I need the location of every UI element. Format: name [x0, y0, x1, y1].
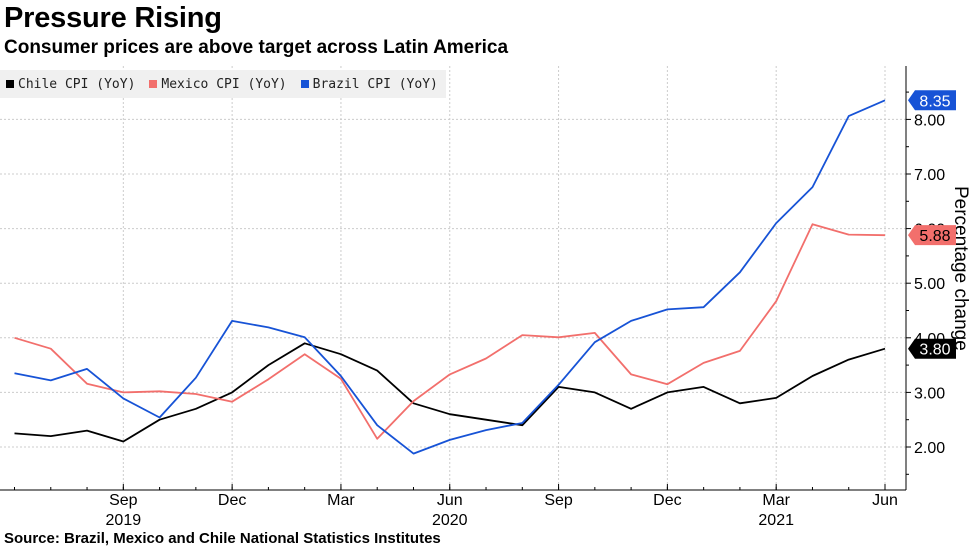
x-axis: Sep 2019 Dec Mar Jun 2020 Sep Dec Mar 2021 Jun — [0, 484, 906, 529]
chart-title: Pressure Rising — [4, 2, 222, 34]
x-year-label: 2021 — [758, 512, 794, 529]
y-axis-label: Percentage change — [950, 186, 971, 351]
legend-label: Chile CPI (YoY) — [18, 76, 136, 92]
series-line-2 — [14, 99, 886, 455]
legend-item: Mexico CPI (YoY) — [149, 76, 287, 92]
y-tick-label: 2.00 — [914, 440, 945, 457]
x-year-label: 2019 — [106, 512, 142, 529]
x-tick-label: Mar — [327, 492, 355, 509]
series-line-0 — [14, 342, 886, 443]
chart-subtitle: Consumer prices are above target across … — [4, 37, 509, 58]
x-year-label: 2020 — [432, 512, 468, 529]
x-tick-label: Sep — [109, 492, 138, 509]
series-line-1 — [14, 223, 886, 440]
legend: Chile CPI (YoY) Mexico CPI (YoY) Brazil CP… — [0, 70, 446, 98]
y-tick-label: 5.00 — [914, 276, 945, 293]
legend-swatch — [6, 80, 14, 88]
last-value-tags: 3.80 5.88 8.35 — [908, 90, 956, 359]
legend-label: Brazil CPI (YoY) — [312, 76, 438, 92]
legend-item: Brazil CPI (YoY) — [300, 76, 438, 92]
x-tick-label: Jun — [437, 492, 463, 509]
gridlines — [0, 66, 906, 490]
x-tick-label: Dec — [218, 492, 246, 509]
x-tick-label: Sep — [544, 492, 573, 509]
x-tick-label: Mar — [762, 492, 790, 509]
x-tick-label: Dec — [653, 492, 681, 509]
y-tick-label: 7.00 — [914, 167, 945, 184]
source-note: Source: Brazil, Mexico and Chile Nationa… — [4, 530, 441, 547]
legend-item: Chile CPI (YoY) — [6, 77, 135, 92]
legend-swatch — [149, 80, 158, 88]
y-tick-label: 8.00 — [914, 112, 945, 129]
y-tick-label: 3.00 — [914, 385, 945, 402]
last-value-tag-0 — [908, 338, 956, 359]
last-value-tag-1 — [908, 225, 956, 246]
legend-swatch — [300, 80, 309, 88]
x-tick-label: Jun — [872, 492, 898, 509]
last-value-tag-2 — [908, 90, 956, 111]
series-lines — [14, 99, 886, 455]
last-value-label: 5.88 — [919, 228, 950, 245]
last-value-label: 8.35 — [919, 93, 950, 110]
legend-label: Mexico CPI (YoY) — [161, 76, 287, 92]
last-value-label: 3.80 — [919, 342, 950, 359]
